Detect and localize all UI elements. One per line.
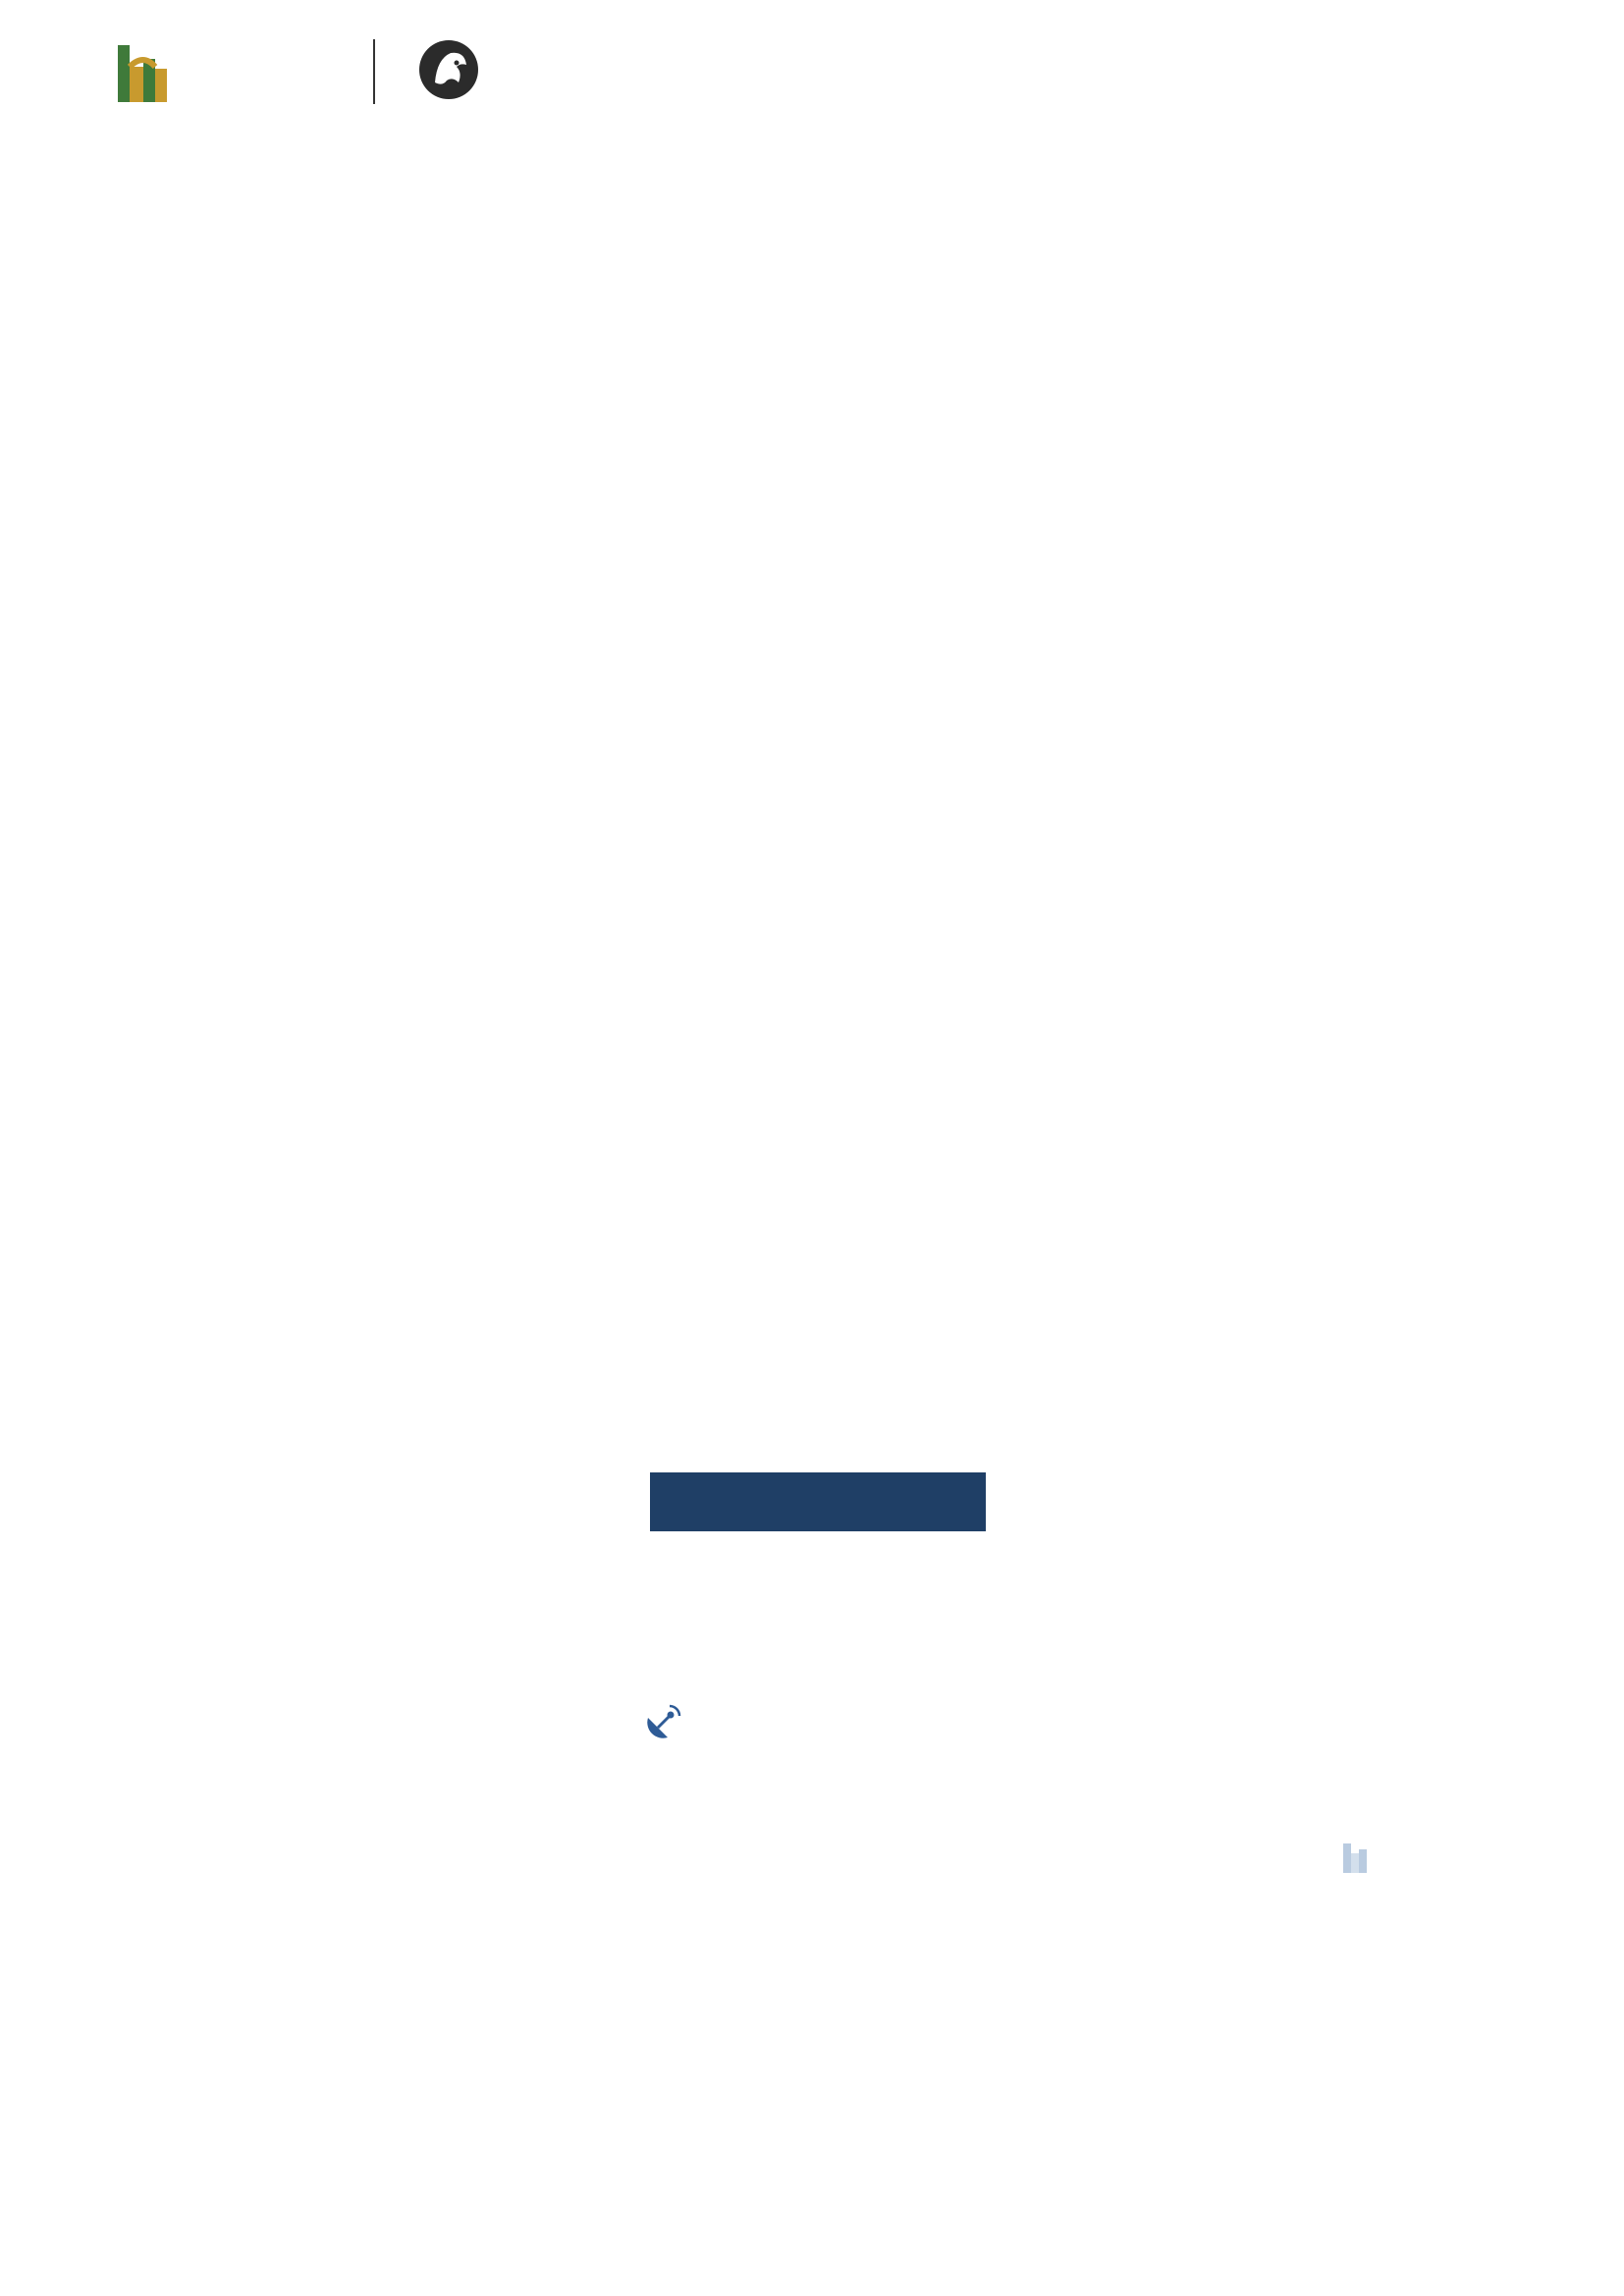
rics-logo — [417, 37, 614, 106]
urban-surveyors-logo — [118, 37, 334, 106]
watermark-logo-icon — [1343, 1843, 1367, 1873]
info-block — [1257, 1578, 1266, 1609]
watermark — [1343, 1836, 1481, 1875]
section-title — [650, 1472, 986, 1531]
satellite-icon — [647, 1704, 681, 1738]
project-title — [112, 1561, 588, 1647]
logo-divider — [373, 39, 375, 104]
info-ring — [646, 1578, 655, 1609]
info-district — [950, 1578, 976, 1609]
rics-lion-icon — [419, 40, 478, 99]
info-unit — [646, 1767, 663, 1797]
info-signed — [1257, 1822, 1273, 1856]
urban-surveyors-mark-icon — [118, 45, 167, 102]
info-price — [646, 1822, 679, 1856]
